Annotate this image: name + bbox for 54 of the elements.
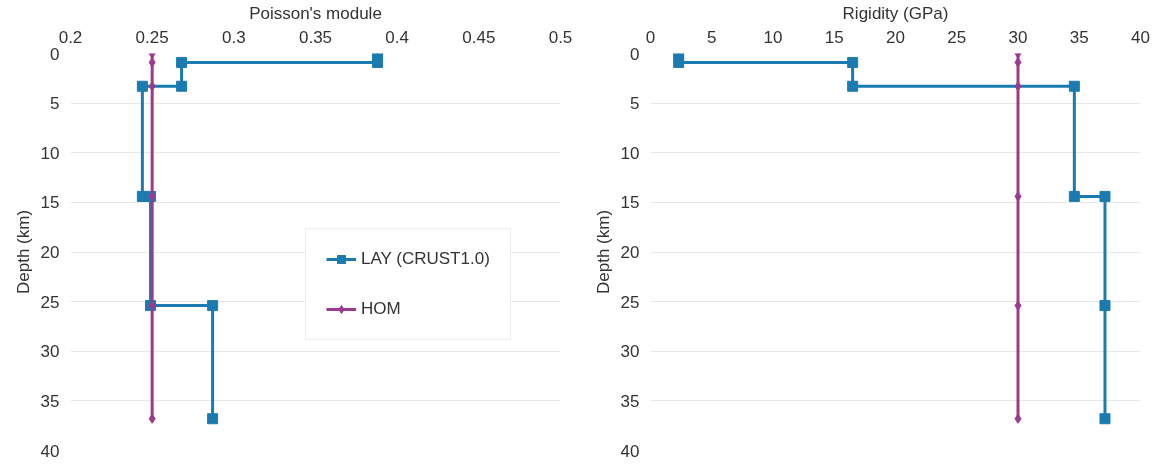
y-tick-label: 10: [40, 143, 60, 163]
y-tick-label: 25: [40, 292, 60, 312]
y-tick-label: 20: [40, 243, 60, 262]
y-tick-label: 15: [40, 193, 60, 213]
legend-label: HOM: [361, 299, 401, 319]
x-tick-label: 30: [1008, 27, 1028, 47]
y-tick-label: 40: [620, 441, 640, 461]
y-tick-label: 25: [620, 292, 640, 312]
y-tick-label: 10: [620, 143, 640, 163]
x-tick-label: 0.2: [58, 27, 83, 47]
y-tick-label: 20: [620, 243, 640, 262]
x-tick-label: 0.3: [222, 27, 246, 47]
point: [176, 56, 188, 68]
y-tick-label: 30: [620, 342, 640, 362]
x-tick-label: 15: [824, 27, 844, 47]
x-tick-label: 10: [763, 27, 783, 47]
point: [207, 413, 219, 425]
y-axis-title: Depth (km): [13, 209, 33, 295]
y-tick-label: 35: [620, 391, 640, 411]
y-tick-label: 5: [630, 94, 640, 114]
x-tick-label: 0.45: [462, 27, 496, 47]
point: [176, 80, 188, 92]
x-tick-label: 25: [947, 27, 967, 47]
x-tick-label: 5: [707, 27, 717, 47]
x-tick-label: 20: [886, 27, 905, 47]
x-tick-label: 0.35: [298, 27, 333, 47]
point: [1068, 190, 1080, 202]
point: [1099, 300, 1111, 312]
x-axis-title: Poisson's module: [249, 3, 382, 23]
y-tick-label: 5: [50, 94, 60, 114]
y-tick-label: 40: [40, 441, 60, 461]
x-tick-label: 0.5: [548, 27, 573, 47]
x-axis-title: Rigidity (GPa): [842, 3, 949, 23]
point: [207, 300, 219, 312]
point: [136, 80, 148, 92]
point: [673, 56, 685, 68]
x-tick-label: 35: [1069, 27, 1089, 47]
point: [1068, 80, 1080, 92]
x-tick-label: 0.25: [135, 27, 169, 47]
y-axis-title: Depth (km): [593, 209, 613, 295]
y-tick-label: 35: [40, 391, 60, 411]
point: [372, 56, 384, 68]
y-tick-label: 0: [50, 44, 60, 64]
x-tick-label: 40: [1131, 27, 1150, 47]
point: [1099, 190, 1111, 202]
x-tick-label: 0: [645, 27, 656, 47]
y-tick-label: 30: [40, 342, 60, 362]
point: [847, 56, 859, 68]
y-tick-label: 0: [630, 44, 640, 64]
point: [1099, 413, 1111, 425]
x-tick-label: 0.4: [385, 27, 409, 47]
y-tick-label: 15: [620, 193, 640, 213]
point: [847, 80, 859, 92]
legend-label: LAY (CRUST1.0): [361, 249, 490, 269]
